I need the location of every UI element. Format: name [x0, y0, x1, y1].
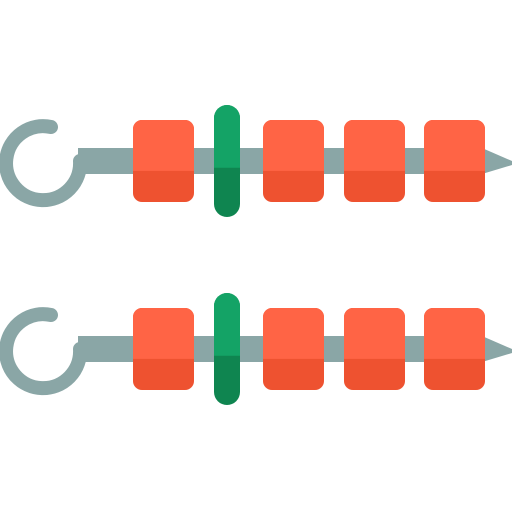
meat-piece [344, 120, 405, 202]
meat-piece [424, 308, 485, 390]
hook-ring [0, 307, 88, 396]
pepper-piece [214, 293, 240, 405]
meat-piece [263, 120, 324, 202]
meat-piece [133, 120, 194, 202]
meat-piece [263, 308, 324, 390]
skewer-tip [482, 148, 512, 174]
skewer-bottom [0, 293, 512, 405]
skewer-tip [482, 336, 512, 362]
skewer-top [0, 105, 512, 217]
meat-piece [424, 120, 485, 202]
meat-piece [344, 308, 405, 390]
pepper-piece [214, 105, 240, 217]
meat-piece [133, 308, 194, 390]
hook-ring [0, 119, 88, 208]
